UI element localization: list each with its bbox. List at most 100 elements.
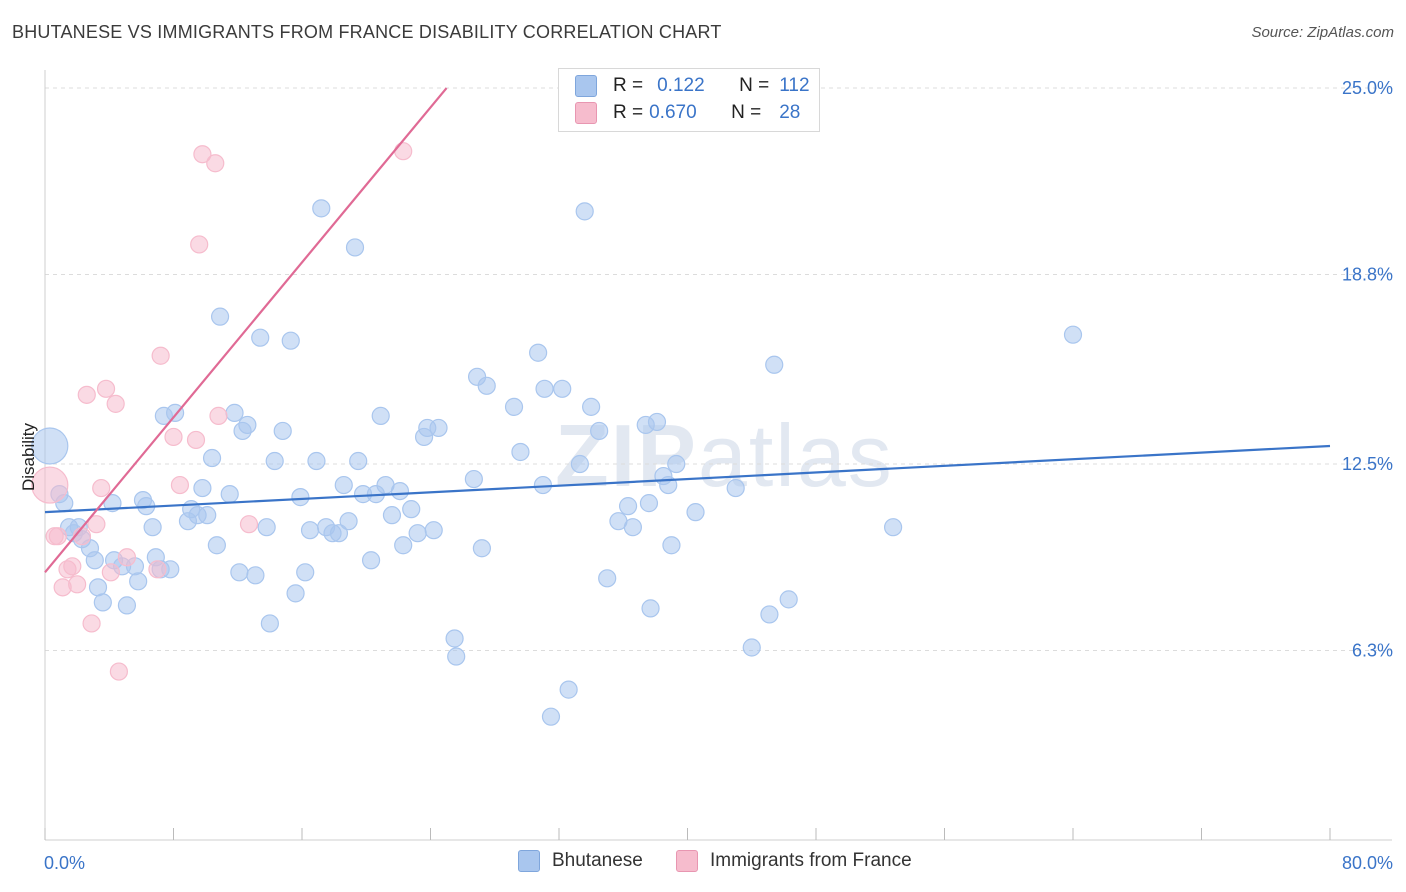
data-point xyxy=(361,551,381,570)
data-point xyxy=(371,406,390,425)
source-credit: Source: ZipAtlas.com xyxy=(1251,24,1394,41)
data-point xyxy=(273,421,292,441)
legend-row-immigrants-from-france: R = 0.670 N = 28 xyxy=(575,100,800,126)
data-point xyxy=(87,515,106,534)
data-point xyxy=(641,599,660,618)
data-point xyxy=(281,331,300,350)
data-point xyxy=(511,442,530,462)
legend-r-value: 0.122 xyxy=(657,75,705,96)
data-point xyxy=(504,397,524,416)
data-point xyxy=(312,199,331,218)
trend-line-immigrants-from-france xyxy=(44,87,448,574)
legend-r-label: R = xyxy=(613,75,644,96)
data-point xyxy=(529,343,548,362)
data-point xyxy=(533,475,553,495)
data-point xyxy=(667,454,686,474)
series-immigrants-from-france xyxy=(31,142,413,681)
legend-r-value: 0.670 xyxy=(649,102,697,123)
data-point xyxy=(85,551,104,570)
data-point xyxy=(170,475,190,495)
data-point xyxy=(402,500,421,519)
data-point xyxy=(220,485,239,504)
data-point xyxy=(129,572,148,591)
legend-swatch-bhutanese xyxy=(575,75,597,97)
y-axis-label: Disability xyxy=(19,422,38,491)
data-point xyxy=(77,385,96,404)
data-point xyxy=(260,614,279,633)
data-point xyxy=(246,566,265,585)
legend-label: Bhutanese xyxy=(552,850,643,871)
data-point xyxy=(88,578,108,597)
data-point xyxy=(582,397,601,416)
data-point xyxy=(345,238,365,257)
data-point xyxy=(109,662,128,681)
data-point xyxy=(349,451,368,471)
data-point xyxy=(477,376,496,395)
data-point xyxy=(760,605,779,624)
data-point xyxy=(207,536,226,555)
data-point xyxy=(202,448,222,468)
data-point xyxy=(63,557,82,576)
data-point xyxy=(726,478,745,498)
data-point xyxy=(429,418,448,438)
data-point xyxy=(647,412,667,432)
data-point xyxy=(394,142,413,161)
data-point xyxy=(575,202,594,221)
grid-lines xyxy=(45,87,1392,652)
data-point xyxy=(117,548,137,567)
data-point xyxy=(186,430,206,450)
data-point xyxy=(382,506,402,525)
series-legend: Bhutanese Immigrants from France xyxy=(0,850,1406,878)
legend-n-label: N = xyxy=(731,102,762,123)
y-tick-label: 18.8% xyxy=(1342,265,1393,285)
legend-label: Immigrants from France xyxy=(710,850,912,871)
data-point xyxy=(82,614,101,633)
legend-row-bhutanese: R = 0.122 N = 112 xyxy=(575,73,810,99)
data-point xyxy=(68,575,87,594)
data-point xyxy=(334,475,353,495)
data-point xyxy=(559,680,578,699)
trend-line-bhutanese xyxy=(44,444,1331,514)
legend-item-immigrants-from-france: Immigrants from France xyxy=(676,850,912,872)
legend-n-label: N = xyxy=(739,75,770,96)
data-point xyxy=(742,638,761,657)
data-point xyxy=(300,521,320,540)
data-point xyxy=(424,521,443,540)
data-point xyxy=(291,488,310,507)
data-point xyxy=(48,527,67,546)
data-point xyxy=(209,406,228,425)
data-point xyxy=(193,478,212,498)
x-tick-labels: 0.0% 80.0% xyxy=(44,853,1393,873)
data-point xyxy=(541,707,561,726)
data-point xyxy=(210,307,230,326)
data-point xyxy=(307,451,326,471)
chart-title: BHUTANESE VS IMMIGRANTS FROM FRANCE DISA… xyxy=(12,22,722,42)
data-point xyxy=(623,518,642,537)
data-point xyxy=(445,629,464,648)
data-point xyxy=(339,512,358,531)
data-point xyxy=(1063,325,1083,344)
data-point xyxy=(93,593,112,612)
data-point xyxy=(193,145,212,164)
data-point xyxy=(329,524,349,543)
y-tick-labels: 6.3% 12.5% 18.8% 25.0% xyxy=(1342,78,1393,660)
legend-swatch-immigrants-from-france xyxy=(575,102,597,124)
data-point xyxy=(190,235,209,254)
data-point xyxy=(590,421,609,441)
trend-lines xyxy=(44,87,1331,574)
data-point xyxy=(472,539,491,558)
data-point xyxy=(390,481,410,501)
data-point xyxy=(570,454,589,474)
data-point xyxy=(394,536,413,555)
data-point xyxy=(198,506,217,525)
data-point xyxy=(31,427,69,465)
data-point xyxy=(117,596,137,615)
data-point xyxy=(239,515,259,534)
legend-swatch xyxy=(518,850,540,872)
data-point xyxy=(779,590,798,609)
data-point xyxy=(225,403,244,422)
data-point xyxy=(286,584,305,603)
data-point xyxy=(464,469,483,489)
y-tick-label: 12.5% xyxy=(1342,454,1393,474)
data-point xyxy=(553,379,572,398)
